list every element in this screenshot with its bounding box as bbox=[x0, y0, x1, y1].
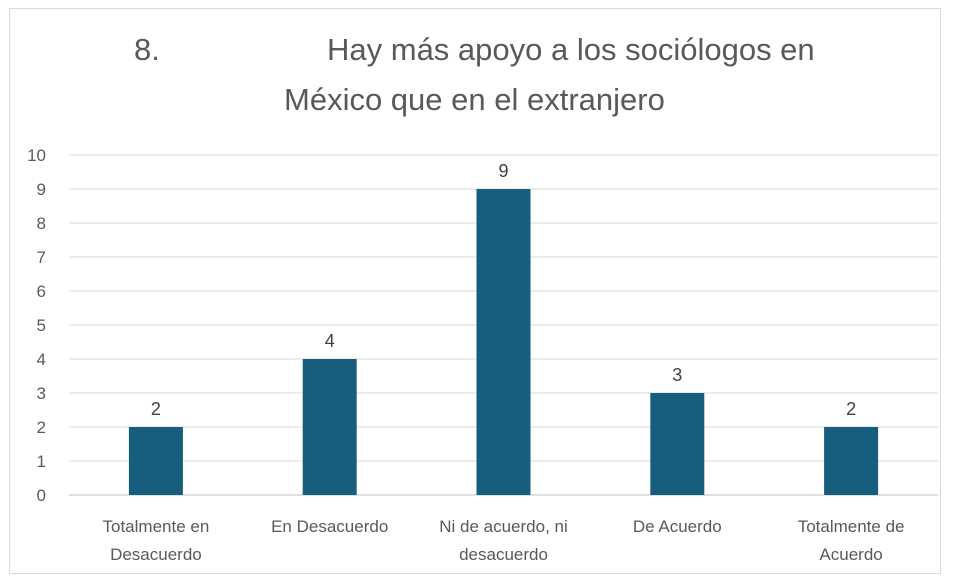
y-axis-ticks: 0 1 2 3 4 5 6 7 8 9 10 bbox=[27, 146, 46, 505]
data-label: 3 bbox=[672, 365, 682, 385]
category-label: Totalmente de bbox=[798, 517, 905, 536]
bar bbox=[302, 359, 357, 495]
y-tick-label: 7 bbox=[37, 248, 46, 267]
category-label: Desacuerdo bbox=[110, 545, 202, 564]
bar bbox=[824, 427, 879, 495]
data-labels: 2 4 9 3 2 bbox=[151, 161, 856, 419]
category-label: Totalmente en bbox=[103, 517, 210, 536]
y-tick-label: 0 bbox=[37, 486, 46, 505]
category-label: Acuerdo bbox=[819, 545, 882, 564]
x-axis-categories: Totalmente en Desacuerdo En Desacuerdo Ni d… bbox=[103, 517, 905, 564]
category-label: desacuerdo bbox=[459, 545, 548, 564]
bar bbox=[650, 393, 705, 495]
chart-title-line-2: México que en el extranjero bbox=[284, 82, 665, 117]
y-tick-label: 10 bbox=[27, 146, 46, 165]
y-tick-label: 8 bbox=[37, 214, 46, 233]
bar bbox=[476, 189, 531, 495]
y-tick-label: 2 bbox=[37, 418, 46, 437]
data-label: 2 bbox=[846, 399, 856, 419]
bar bbox=[128, 427, 183, 495]
bars bbox=[128, 189, 879, 495]
y-tick-label: 4 bbox=[37, 350, 46, 369]
y-tick-label: 6 bbox=[37, 282, 46, 301]
y-tick-label: 1 bbox=[37, 452, 46, 471]
data-label: 4 bbox=[325, 331, 335, 351]
chart-title-line-1: Hay más apoyo a los sociólogos en bbox=[327, 32, 815, 67]
category-label: Ni de acuerdo, ni bbox=[439, 517, 568, 536]
data-label: 2 bbox=[151, 399, 161, 419]
y-tick-label: 5 bbox=[37, 316, 46, 335]
category-label: De Acuerdo bbox=[633, 517, 722, 536]
data-label: 9 bbox=[498, 161, 508, 181]
chart-title-number: 8. bbox=[134, 32, 160, 67]
y-tick-label: 3 bbox=[37, 384, 46, 403]
category-label: En Desacuerdo bbox=[271, 517, 388, 536]
y-tick-label: 9 bbox=[37, 180, 46, 199]
